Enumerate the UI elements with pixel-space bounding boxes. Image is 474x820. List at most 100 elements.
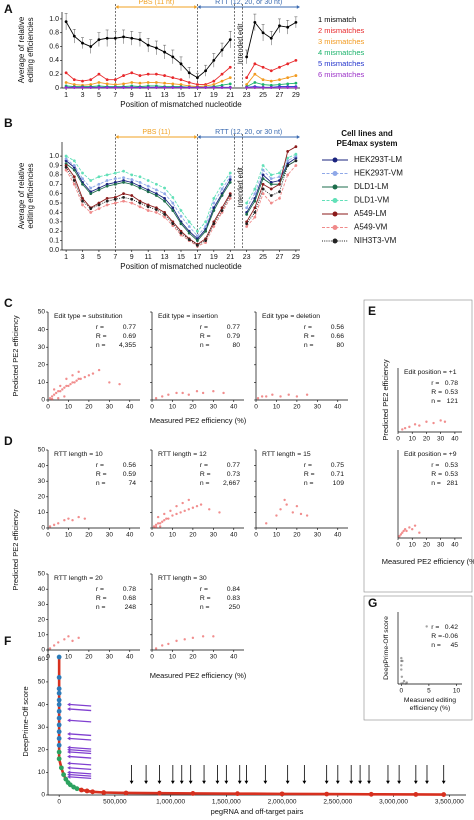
data-point: [405, 529, 408, 533]
data-point: [228, 178, 232, 181]
x-tick-label: 23: [243, 92, 251, 99]
panel-title: RTT length = 20: [54, 575, 103, 582]
stat-name: n =: [200, 604, 210, 611]
stat-value: 0.71: [331, 471, 344, 478]
data-point: [122, 74, 125, 77]
data-point: [253, 81, 257, 84]
data-point: [65, 377, 68, 381]
data-point: [279, 508, 282, 511]
y-tick-label: 0.5: [49, 200, 59, 207]
data-point: [71, 519, 74, 522]
data-point: [228, 194, 232, 197]
x-tick-label: 40: [230, 404, 238, 411]
panel-title: Edit type = substitution: [54, 313, 123, 320]
y-tick-label: 0.2: [49, 71, 59, 78]
x-tick-label: 10: [409, 542, 417, 549]
arrow-head: [170, 780, 175, 784]
data-point: [108, 381, 111, 384]
data-point: [269, 194, 273, 197]
x-tick-label: 3,000,000: [379, 799, 408, 806]
data-point: [77, 515, 80, 519]
y-tick-label: 0.8: [49, 172, 59, 179]
data-point: [56, 715, 62, 721]
data-point: [72, 179, 76, 182]
data-point: [253, 20, 257, 24]
data-point: [122, 35, 125, 39]
y-axis-label: Average of relative: [17, 162, 26, 229]
data-point: [113, 177, 117, 181]
x-tick-label: 2,500,000: [323, 799, 352, 806]
data-point: [171, 206, 175, 210]
data-point: [130, 71, 134, 75]
data-point: [253, 72, 257, 76]
data-point: [212, 79, 216, 83]
data-point: [138, 186, 142, 190]
y-tick-label: 30: [38, 724, 46, 731]
data-point: [228, 82, 232, 86]
x-axis-label: Measured PE2 efficiency (%): [150, 671, 247, 680]
data-point: [196, 229, 199, 233]
data-point: [81, 171, 84, 175]
data-point: [245, 201, 249, 205]
x-tick-label: 40: [334, 532, 342, 539]
data-point: [163, 192, 166, 196]
data-point: [154, 208, 158, 212]
data-point: [105, 203, 109, 207]
y-tick-label: 0: [41, 792, 45, 799]
data-point: [97, 203, 101, 207]
panel-e-box: [363, 299, 473, 593]
x-tick-label: 20: [423, 436, 431, 443]
data-point: [79, 787, 84, 793]
x-tick-label: 40: [451, 436, 459, 443]
data-point: [138, 81, 142, 85]
data-point: [204, 86, 208, 90]
data-point: [253, 206, 257, 210]
data-point: [195, 504, 199, 508]
data-point: [269, 187, 273, 191]
data-point: [163, 186, 166, 190]
data-point: [402, 529, 405, 533]
highlight-arrow: [70, 771, 92, 775]
data-point: [179, 78, 183, 82]
data-point: [61, 388, 64, 391]
legend-label: DLD1-VM: [354, 196, 389, 205]
data-point: [105, 199, 109, 203]
data-point: [196, 239, 199, 243]
arrow-head: [157, 780, 162, 784]
data-point: [196, 76, 199, 80]
data-point: [261, 173, 265, 177]
data-point: [72, 78, 76, 82]
data-point: [90, 789, 95, 795]
x-axis-label: efficiency (%): [410, 705, 451, 712]
data-point: [402, 679, 406, 683]
y-tick-label: 60: [38, 656, 46, 663]
data-point: [190, 791, 196, 796]
data-point: [122, 82, 125, 86]
x-tick-label: 17: [194, 92, 202, 99]
data-point: [269, 79, 273, 83]
data-point: [161, 644, 164, 647]
intended-edit-bg: [234, 154, 243, 248]
x-tick-label: 5: [97, 254, 101, 261]
stat-value: 0.69: [123, 333, 136, 340]
stat-value: 0.53: [445, 462, 458, 469]
data-point: [105, 196, 109, 200]
data-point: [204, 220, 208, 224]
y-axis-label: DeepPrime-Off score: [383, 616, 390, 680]
y-tick-label: 0.2: [49, 228, 59, 235]
arrow-head: [237, 780, 242, 784]
data-point: [64, 20, 68, 24]
data-point: [286, 149, 290, 153]
panel-label: D: [4, 434, 13, 448]
data-point: [269, 86, 273, 90]
data-point: [413, 524, 417, 527]
data-point: [220, 86, 224, 90]
x-tick-label: 27: [276, 254, 284, 261]
arrow-head: [349, 780, 354, 784]
y-tick-label: 0: [41, 525, 45, 532]
stat-name: n =: [200, 342, 210, 349]
stat-name: r =: [304, 462, 312, 469]
data-point: [175, 504, 178, 508]
data-point: [138, 201, 142, 205]
span-label: RTT (12, 20, or 30 nt): [215, 0, 282, 6]
